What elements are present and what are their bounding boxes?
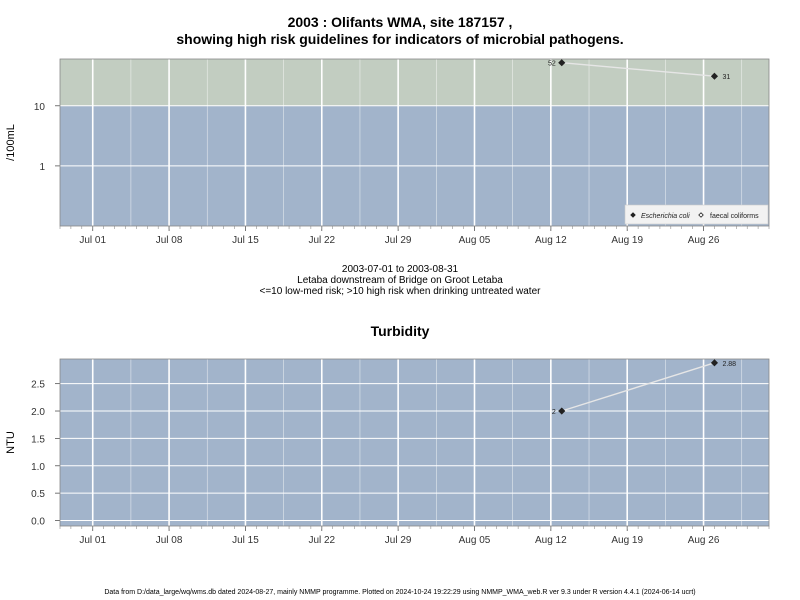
micro-x-tick-label: Aug 05 [459, 235, 491, 246]
turbidity-plot-frame [59, 358, 770, 527]
risk-guideline-caption: <=10 low-med risk; >10 high risk when dr… [259, 286, 541, 297]
micro-data-label: 31 [722, 74, 730, 81]
turbidity-title: Turbidity [370, 323, 430, 339]
chart-title-line-1: 2003 : Olifants WMA, site 187157 , [287, 14, 513, 30]
turbidity-y-tick-label: 2.5 [31, 380, 45, 391]
turbidity-y-tick-label: 1.0 [31, 462, 45, 473]
legend-faecal-marker [698, 212, 704, 218]
micro-x-tick-label: Aug 19 [611, 235, 643, 246]
footer-note: Data from D:/data_large/wq/wms.db dated … [104, 589, 696, 596]
legend-ecoli-marker [630, 212, 636, 218]
micro-plot-frame [59, 58, 770, 227]
turbidity-y-tick-label: 2.0 [31, 407, 45, 418]
turbidity-series-line [561, 362, 715, 412]
micro-data-label: 52 [548, 61, 556, 68]
micro-data-point [558, 59, 566, 67]
date-range-caption: 2003-07-01 to 2003-08-31 [341, 264, 459, 275]
micro-x-tick-label: Jul 08 [156, 235, 183, 246]
micro-x-tick-label: Jul 29 [385, 235, 412, 246]
legend-box [624, 204, 769, 225]
micro-x-tick-label: Aug 12 [535, 235, 567, 246]
turbidity-data-point [710, 359, 719, 367]
turbidity-x-tick-label: Jul 08 [156, 535, 183, 546]
legend-faecal-label: faecal coliforms [710, 213, 759, 220]
turbidity-x-tick-label: Aug 26 [688, 535, 720, 546]
micro-x-tick-label: Jul 01 [79, 235, 106, 246]
site-description-caption: Letaba downstream of Bridge on Groot Let… [297, 275, 503, 286]
chart-title-line-2: showing high risk guidelines for indicat… [176, 31, 624, 47]
micro-x-tick-label: Jul 22 [308, 235, 335, 246]
turbidity-x-tick-label: Jul 22 [308, 535, 335, 546]
turbidity-data-label: 2 [552, 409, 556, 416]
turbidity-y-tick-label: 0.5 [31, 489, 45, 500]
turbidity-data-label: 2.88 [722, 361, 736, 368]
turbidity-y-axis-label: NTU [5, 431, 17, 454]
micro-series-line [561, 62, 715, 77]
turbidity-plot-background [60, 359, 769, 526]
turbidity-x-tick-label: Aug 05 [459, 535, 491, 546]
micro-risk-band-1 [60, 59, 769, 106]
micro-data-point [710, 72, 719, 80]
micro-x-tick-label: Aug 26 [688, 235, 720, 246]
micro-x-tick-label: Jul 15 [232, 235, 259, 246]
legend-ecoli-label: Escherichia coli [641, 213, 690, 220]
turbidity-x-tick-label: Jul 29 [385, 535, 412, 546]
micro-y-tick-label: 1 [39, 162, 45, 173]
micro-y-axis-label: /100mL [5, 124, 17, 161]
turbidity-data-point [558, 407, 566, 415]
turbidity-x-tick-label: Aug 12 [535, 535, 567, 546]
turbidity-y-tick-label: 1.5 [31, 434, 45, 445]
turbidity-y-tick-label: 0.0 [31, 517, 45, 528]
turbidity-x-tick-label: Jul 01 [79, 535, 106, 546]
turbidity-x-tick-label: Aug 19 [611, 535, 643, 546]
turbidity-x-tick-label: Jul 15 [232, 535, 259, 546]
micro-y-tick-label: 10 [34, 102, 46, 113]
